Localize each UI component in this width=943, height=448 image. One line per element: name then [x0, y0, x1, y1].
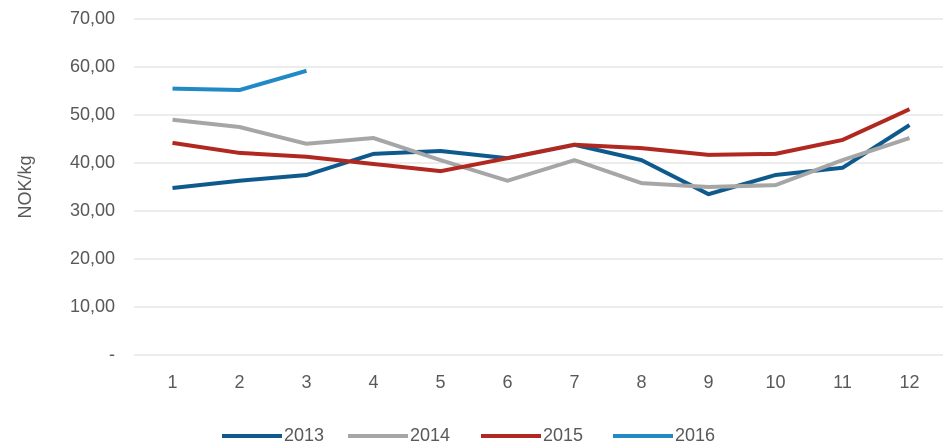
y-tick-label: 40,00 [70, 152, 115, 172]
series-line [172, 107, 911, 174]
y-tick-label: - [109, 344, 115, 364]
x-tick-label: 1 [167, 372, 177, 392]
y-tick-label: 30,00 [70, 200, 115, 220]
x-tick-label: 7 [569, 372, 579, 392]
series-line [172, 117, 911, 189]
x-tick-label: 5 [435, 372, 445, 392]
legend-label: 2013 [284, 425, 324, 445]
series-line [172, 68, 308, 93]
x-tick-label: 4 [368, 372, 378, 392]
y-axis-label: NOK/kg [15, 155, 35, 218]
x-tick-label: 2 [234, 372, 244, 392]
y-tick-label: 60,00 [70, 56, 115, 76]
x-tick-label: 12 [899, 372, 919, 392]
x-tick-label: 8 [636, 372, 646, 392]
y-tick-label: 70,00 [70, 8, 115, 28]
y-tick-label: 50,00 [70, 104, 115, 124]
x-tick-label: 6 [502, 372, 512, 392]
x-tick-label: 3 [301, 372, 311, 392]
y-tick-label: 10,00 [70, 296, 115, 316]
legend-label: 2014 [410, 425, 450, 445]
y-tick-label: 20,00 [70, 248, 115, 268]
legend-label: 2015 [543, 425, 583, 445]
legend-label: 2016 [675, 425, 715, 445]
x-tick-label: 9 [703, 372, 713, 392]
x-tick-label: 11 [833, 372, 852, 392]
series-line [172, 123, 911, 197]
x-tick-label: 10 [765, 372, 785, 392]
